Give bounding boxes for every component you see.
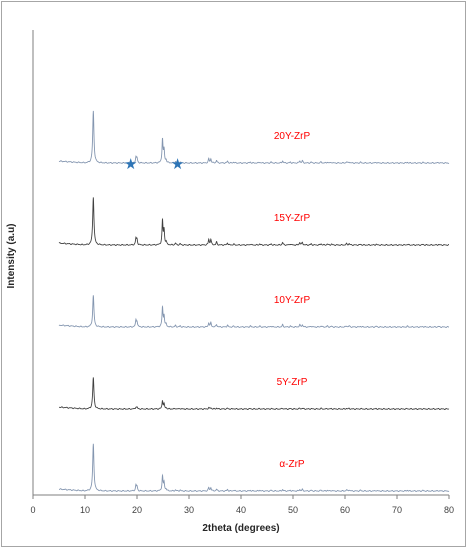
- xrd-traces: [58, 110, 450, 492]
- series-label-4: α-ZrP: [279, 459, 305, 470]
- x-axis-title: 2theta (degrees): [202, 523, 279, 534]
- x-axis-ticks: 0 10 20 30 40 50 60 70 80: [30, 495, 454, 515]
- series-line-3: [58, 377, 450, 411]
- series-label-3: 5Y-ZrP: [277, 377, 308, 388]
- peak-markers: ★ ★: [124, 155, 184, 173]
- x-tick-label: 50: [288, 505, 298, 515]
- series-labels: 20Y-ZrP 15Y-ZrP 10Y-ZrP 5Y-ZrP α-ZrP: [274, 131, 311, 470]
- series-line-4: [59, 443, 450, 492]
- series-label-2: 10Y-ZrP: [274, 295, 311, 306]
- series-label-0: 20Y-ZrP: [274, 131, 311, 142]
- x-tick-label: 80: [444, 505, 454, 515]
- x-tick-label: 10: [80, 505, 90, 515]
- peak-marker-0: ★: [124, 155, 137, 173]
- series-line-1: [58, 197, 449, 247]
- x-tick-label: 70: [392, 505, 402, 515]
- series-line-0: [58, 110, 450, 164]
- peak-marker-1: ★: [171, 155, 184, 173]
- x-tick-label: 60: [340, 505, 350, 515]
- y-axis-title: Intensity (a.u): [6, 223, 17, 288]
- x-tick-label: 0: [30, 505, 35, 515]
- series-label-1: 15Y-ZrP: [274, 213, 311, 224]
- series-line-2: [58, 295, 450, 328]
- x-tick-label: 30: [184, 505, 194, 515]
- x-tick-label: 40: [236, 505, 246, 515]
- x-tick-label: 20: [132, 505, 142, 515]
